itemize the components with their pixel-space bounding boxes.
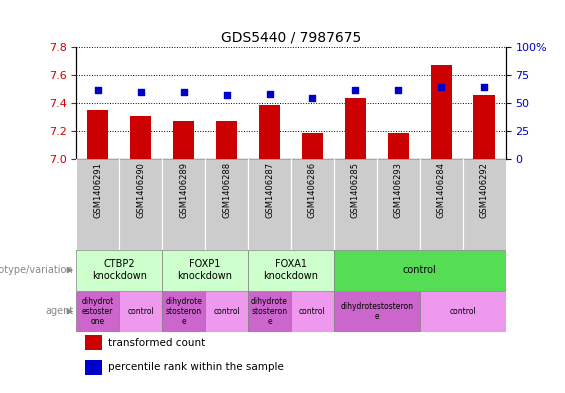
Bar xyxy=(85,335,102,350)
Point xyxy=(437,84,446,91)
Text: control: control xyxy=(449,307,476,316)
Bar xyxy=(76,159,119,250)
Point xyxy=(480,84,489,91)
Bar xyxy=(291,291,334,332)
Point xyxy=(93,86,102,93)
Bar xyxy=(162,159,205,250)
Text: GSM1406289: GSM1406289 xyxy=(179,162,188,218)
Text: FOXA1
knockdown: FOXA1 knockdown xyxy=(263,259,319,281)
Text: control: control xyxy=(403,265,437,275)
Text: dihydrote
stosteron
e: dihydrote stosteron e xyxy=(251,297,288,326)
Bar xyxy=(259,105,280,159)
Bar xyxy=(87,110,108,159)
Point xyxy=(265,91,274,97)
Text: genotype/variation: genotype/variation xyxy=(0,265,73,275)
Bar xyxy=(248,291,291,332)
Point xyxy=(351,86,360,93)
Text: GSM1406284: GSM1406284 xyxy=(437,162,446,218)
Bar xyxy=(162,291,205,332)
Text: percentile rank within the sample: percentile rank within the sample xyxy=(108,362,284,372)
Bar xyxy=(162,250,248,291)
Text: dihydrote
stosteron
e: dihydrote stosteron e xyxy=(165,297,202,326)
Text: agent: agent xyxy=(45,307,73,316)
Bar xyxy=(248,159,291,250)
Text: CTBP2
knockdown: CTBP2 knockdown xyxy=(92,259,147,281)
Text: GSM1406285: GSM1406285 xyxy=(351,162,360,218)
Point xyxy=(394,86,403,93)
Bar xyxy=(76,250,162,291)
Bar xyxy=(291,159,334,250)
Text: control: control xyxy=(213,307,240,316)
Bar xyxy=(119,159,162,250)
Point xyxy=(308,94,317,101)
Bar xyxy=(130,116,151,159)
Text: GSM1406290: GSM1406290 xyxy=(136,162,145,218)
Bar xyxy=(302,132,323,159)
Bar xyxy=(85,360,102,375)
Bar xyxy=(420,159,463,250)
Text: GSM1406288: GSM1406288 xyxy=(222,162,231,218)
Bar xyxy=(216,121,237,159)
Text: dihydrot
estoster
one: dihydrot estoster one xyxy=(81,297,114,326)
Bar xyxy=(388,132,409,159)
Bar xyxy=(377,159,420,250)
Bar xyxy=(431,65,452,159)
Bar xyxy=(205,291,248,332)
Text: GSM1406291: GSM1406291 xyxy=(93,162,102,218)
Text: GSM1406287: GSM1406287 xyxy=(265,162,274,218)
Bar xyxy=(205,159,248,250)
Bar xyxy=(248,250,334,291)
Text: GSM1406293: GSM1406293 xyxy=(394,162,403,218)
Bar xyxy=(173,121,194,159)
Bar xyxy=(334,291,420,332)
Text: dihydrotestosteron
e: dihydrotestosteron e xyxy=(340,302,414,321)
Bar xyxy=(420,291,506,332)
Text: transformed count: transformed count xyxy=(108,338,206,347)
Text: GSM1406292: GSM1406292 xyxy=(480,162,489,218)
Bar xyxy=(334,250,506,291)
Point xyxy=(222,92,231,99)
Bar xyxy=(473,95,495,159)
Bar xyxy=(119,291,162,332)
Bar xyxy=(463,159,506,250)
Point xyxy=(179,89,188,95)
Bar xyxy=(345,97,366,159)
Text: FOXP1
knockdown: FOXP1 knockdown xyxy=(177,259,233,281)
Title: GDS5440 / 7987675: GDS5440 / 7987675 xyxy=(221,31,361,44)
Bar xyxy=(76,291,119,332)
Text: GSM1406286: GSM1406286 xyxy=(308,162,317,218)
Bar xyxy=(334,159,377,250)
Text: control: control xyxy=(299,307,326,316)
Point xyxy=(136,89,145,95)
Text: control: control xyxy=(127,307,154,316)
